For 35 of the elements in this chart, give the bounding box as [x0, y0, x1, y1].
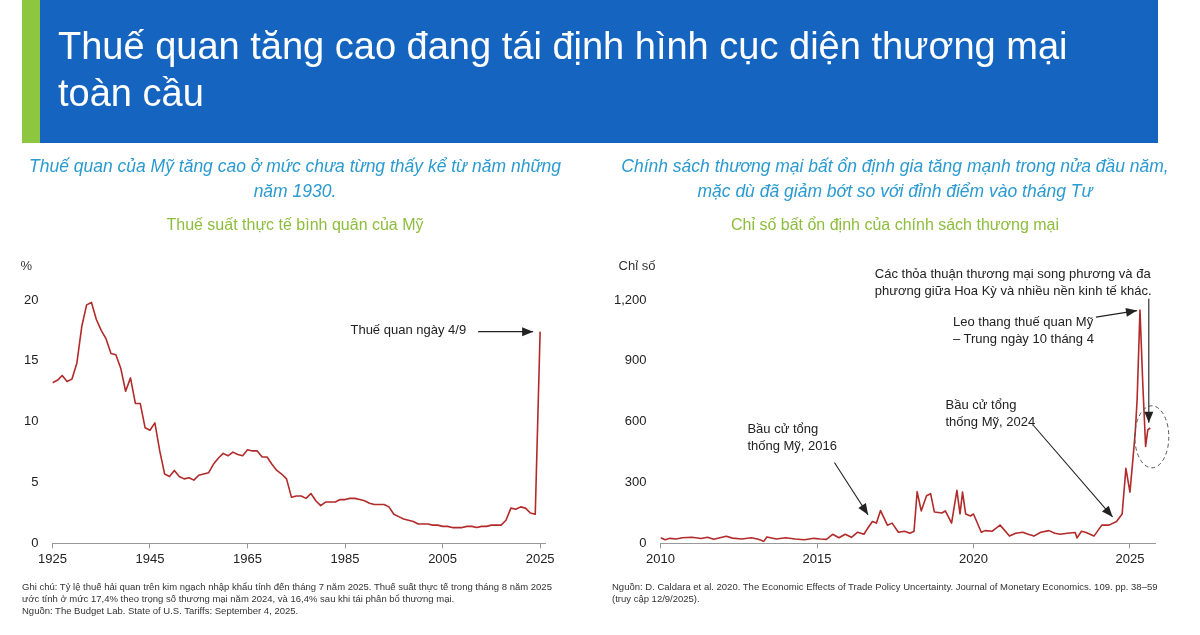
y-tick-label: 900 — [624, 352, 647, 368]
chart-subtitle: Thuế suất thực tế bình quân của Mỹ — [165, 216, 425, 235]
text: Nguồn: The Budget Lab. State of U.S. Tariffs: September 4, 2025. — [22, 605, 300, 617]
y-tick-label: 10 — [23, 413, 39, 429]
y-axis-title: % — [20, 257, 33, 273]
annotation: Leo thang thuế quan Mỹ – Trung ngày 10 tháng 4 — [952, 314, 1094, 347]
annotation: Thuế quan ngày 4/9 — [350, 321, 467, 337]
text: Thuế quan tăng cao đang tái định hình cục diện thương mại toàn cầu — [40, 0, 1158, 143]
x-tick-label: 1925 — [38, 550, 67, 566]
y-tick-label: 300 — [624, 474, 647, 490]
x-tick-label: 2025 — [1115, 550, 1145, 566]
chart-title: Thuế quan của Mỹ tăng cao ở mức chưa từng thấy kể từ năm những năm 1930. — [28, 155, 562, 203]
x-tick-label: 2025 — [525, 550, 555, 566]
y-tick-label: 600 — [624, 413, 647, 429]
annotation: Bầu cử tổng thống Mỹ, 2016 — [747, 420, 838, 453]
y-tick-label: 0 — [31, 534, 39, 550]
chart-title: Chính sách thương mại bất ổn định gia tăng mạnh trong nửa đầu năm, mặc dù đã giảm bớt so với đỉnh điểm vào tháng Tư — [620, 155, 1170, 203]
y-tick-label: 20 — [23, 291, 39, 307]
x-tick-label: 1985 — [330, 550, 360, 566]
y-tick-label: 1,200 — [613, 291, 647, 307]
x-tick-label: 2005 — [428, 550, 458, 566]
annotation: Bầu cử tổng thống Mỹ, 2024 — [945, 396, 1036, 429]
x-tick-label: 2010 — [646, 550, 675, 566]
y-tick-label: 15 — [23, 352, 39, 368]
x-tick-label: 1945 — [135, 550, 165, 566]
x-tick-label: 2015 — [802, 550, 832, 566]
y-tick-label: 0 — [639, 534, 647, 550]
text: Nguồn: D. Caldara et al. 2020. The Economic Effects of Trade Policy Uncertainty. Journal of Monetary Economics. 109. pp. 38–59 (truy cập 12/9/2025). — [612, 581, 1159, 605]
y-tick-label: 5 — [31, 474, 39, 490]
x-tick-label: 2020 — [959, 550, 988, 566]
chart-subtitle: Chỉ số bất ổn định của chính sách thương mại — [729, 216, 1061, 235]
annotation: Các thỏa thuận thương mại song phương và đa phương giữa Hoa Kỳ và nhiều nền kinh tế khác. — [874, 265, 1152, 298]
x-tick-label: 1965 — [233, 550, 262, 566]
text: Ghi chú: Tỷ lệ thuế hải quan trên kim ngạch nhập khẩu tính đến tháng 7 năm 2025. Thuế suất thực tế trong tháng 8 năm 2025 ước tính ở mức 17,4% theo trọng số thương mại năm 2024, và 16,4% sau khi tái phân bổ thương mại. — [22, 581, 553, 605]
y-axis-title: Chỉ số — [618, 257, 656, 273]
